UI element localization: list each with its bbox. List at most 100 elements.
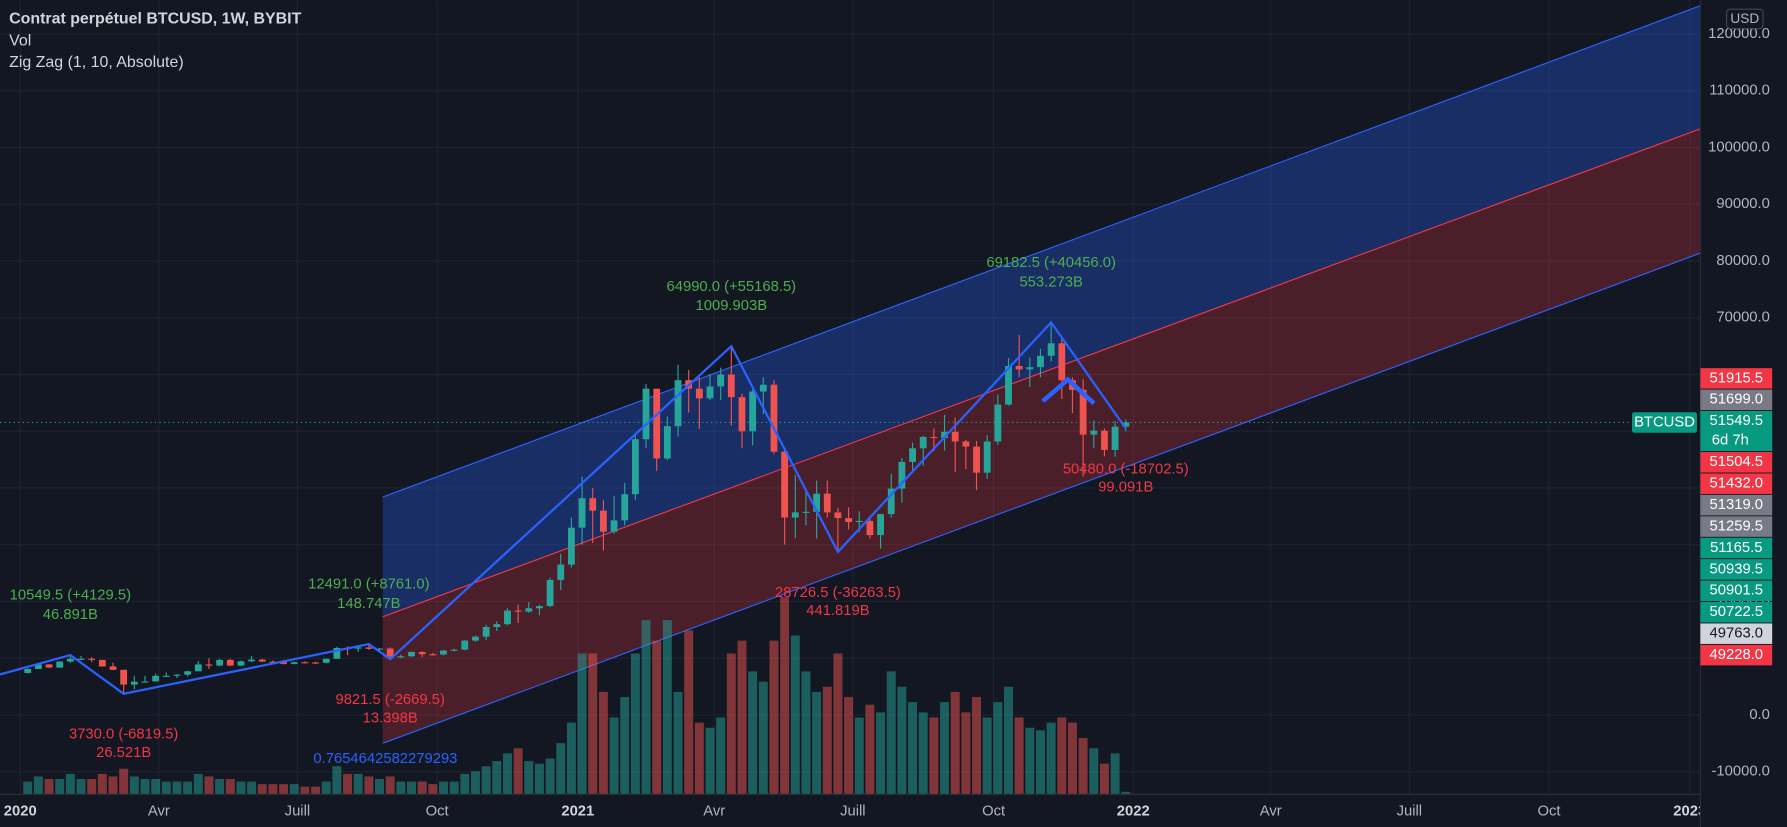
candle-body [834,512,842,519]
zigzag-volume-label: 13.398B [363,710,418,726]
x-tick-label: 2020 [4,803,37,819]
candle-body [88,658,96,660]
price-tag [1700,623,1773,644]
price-tag-label: 51432.0 [1710,476,1764,492]
candle-body [887,488,895,515]
volume-bar [822,686,832,795]
annotation: 0.7654642582279293 [313,751,457,767]
y-tick-label: 70000.0 [1716,310,1770,326]
candle-body [130,681,138,685]
volume-bar [641,620,651,795]
volume-bar [481,766,491,795]
volume-bar [1036,730,1045,795]
candle-body [45,664,53,668]
volume-bar [726,653,736,795]
candle-body [472,636,479,641]
volume-bar [1121,791,1131,795]
candle-body [770,384,778,452]
volume-bar [940,702,950,795]
volume-bar [353,773,363,795]
price-tag-countdown: 6d 7h [1712,433,1749,449]
volume-bar [1089,748,1099,795]
candle-body [738,397,746,432]
volume-bar [364,776,374,795]
candle-body [877,514,884,536]
x-tick-label: 2023 [1673,803,1706,819]
indicator-label[interactable]: Zig Zag (1, 10, Absolute) [9,54,184,71]
volume-bar [972,697,981,795]
candle-body [109,666,117,670]
candle-body [823,493,831,513]
volume-bar [311,786,321,795]
candle-body [280,662,287,664]
zigzag-label: 10549.5 (+4129.5) [10,588,131,604]
candle-body [781,451,789,518]
candle-body [909,448,916,462]
price-tag [1700,537,1773,559]
volume-bar [1057,717,1067,795]
price-tag-label: 51165.5 [1710,540,1762,556]
volume-bar [460,773,470,795]
volume-bar [684,630,694,795]
candle-body [450,649,458,651]
volume-bar [609,717,619,795]
y-tick-label: 100000.0 [1708,139,1770,155]
volume-bar [513,748,523,795]
channel-lower-band [382,128,1701,744]
volume-bar [929,717,939,795]
candle-body [365,647,373,649]
zigzag-volume-label: 46.891B [43,607,98,623]
candle-body [514,610,522,612]
candle-body [408,651,415,657]
price-tag-label: 51319.0 [1710,497,1764,513]
volume-bar [844,697,854,795]
volume-bar [33,776,43,795]
volume-bar [204,776,214,795]
volume-bar [225,779,235,795]
candle-body [205,664,213,666]
volume-bar [790,635,800,795]
candle-body [152,675,160,682]
zigzag-label: 3730.0 (-6819.5) [69,727,178,743]
candle-body [504,610,511,625]
x-tick-label: Juill [840,803,866,819]
volume-bar [534,763,544,795]
candle-body [557,564,565,580]
volume-bar [65,773,75,795]
price-tag-label: 50901.5 [1710,583,1764,599]
y-tick-label: 90000.0 [1716,196,1770,212]
volume-bar [705,727,715,795]
candle-body [994,404,1002,442]
y-tick-label: 0.0 [1749,707,1770,723]
volume-bar [470,771,480,795]
volume-bar [151,779,161,795]
candle-body [706,386,714,399]
candle-body [141,681,149,683]
symbol-tag [1632,412,1697,433]
volume-bar [268,784,278,795]
volume-bar [950,691,960,795]
x-tick-label: Juill [1397,803,1422,819]
candle-body [1037,355,1044,368]
candle-body [631,439,639,495]
currency: USD [1730,11,1759,26]
volume-bar [1110,753,1120,795]
candle-body [98,659,106,667]
volume-bar [652,640,662,795]
volume-bar [737,640,747,795]
price-tag-label: 51549.5 [1710,413,1764,429]
candle-body [77,658,85,660]
candle-body [1005,365,1012,405]
volume-bar [876,712,886,795]
indicator-label[interactable]: Vol [9,32,31,49]
candle-body [791,512,799,518]
x-tick-label: Juill [285,803,311,819]
volume-bar [758,681,768,795]
candle-body [1090,430,1098,435]
candle-body [248,659,256,662]
volume-bar [183,781,193,795]
volume-bar [545,758,555,795]
candle-body [237,661,245,666]
